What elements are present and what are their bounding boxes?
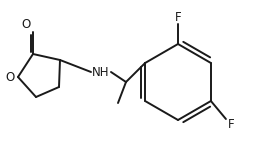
Text: NH: NH [92,65,110,79]
Text: F: F [228,118,234,132]
Text: O: O [5,71,15,83]
Text: O: O [21,18,31,30]
Text: F: F [175,10,181,24]
